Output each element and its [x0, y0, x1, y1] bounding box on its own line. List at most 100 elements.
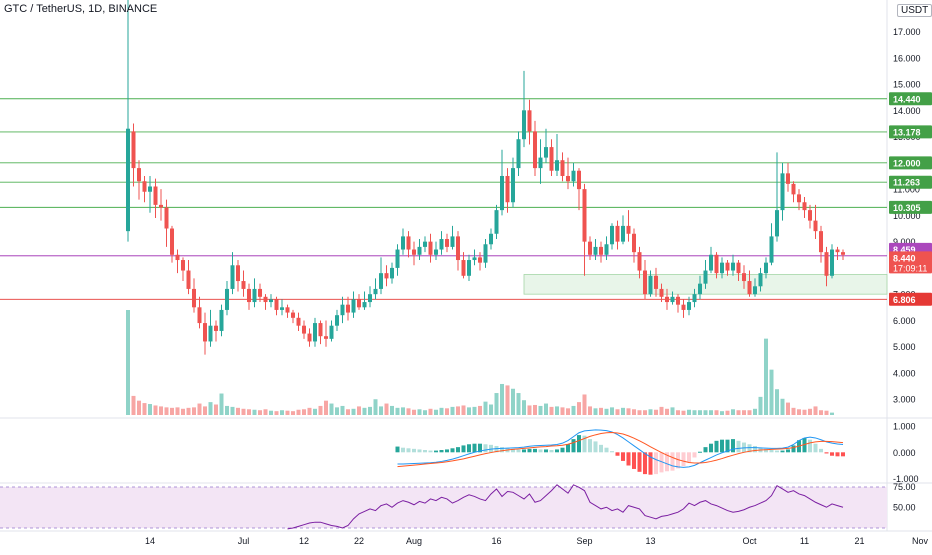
macd-histogram-bar [813, 443, 818, 453]
volume-bar [346, 409, 350, 415]
volume-bar [445, 408, 449, 415]
volume-bar [516, 393, 521, 415]
candle-body [648, 275, 653, 295]
rsi-tick-label: 75.00 [893, 482, 916, 492]
macd-histogram-bar [461, 445, 466, 453]
macd-histogram-bar [802, 437, 807, 453]
candle-body [494, 210, 499, 234]
price-label-last: 8.440 [893, 253, 916, 263]
candle-body [208, 325, 213, 342]
candle-body [236, 265, 240, 282]
volume-bar [698, 410, 702, 415]
candle-body [511, 168, 515, 203]
candle-body [126, 128, 130, 232]
price-label-box-support [889, 125, 932, 139]
volume-bar [406, 408, 411, 415]
volume-bar [533, 404, 537, 415]
candle-body [401, 236, 405, 250]
volume-bar [197, 403, 202, 415]
volume-bar [813, 406, 818, 415]
volume-bar [764, 338, 768, 415]
candle-body [665, 296, 669, 303]
macd-histogram-bar [753, 445, 757, 453]
candle-body [830, 249, 834, 276]
volume-bar [318, 405, 323, 415]
price-tick-label: 14.000 [893, 106, 921, 116]
candle-body [527, 110, 532, 132]
candle-body [412, 249, 416, 255]
volume-bar [428, 408, 433, 415]
volume-bar [362, 407, 367, 415]
candle-body [445, 239, 449, 247]
candle-body [395, 249, 400, 268]
candle-body [808, 210, 812, 221]
candle-body [307, 333, 312, 342]
candle-body [698, 283, 702, 295]
volume-bar [692, 410, 697, 415]
candle-body [500, 175, 504, 211]
time-tick-label: Nov [912, 536, 929, 546]
candle-body [417, 246, 422, 255]
candle-body [170, 228, 174, 255]
price-label-red: 6.806 [893, 295, 916, 305]
currency-unit-button[interactable]: USDT [897, 4, 932, 17]
volume-bar [434, 409, 438, 415]
volume-bar [676, 410, 680, 415]
macd-histogram-bar [412, 448, 416, 453]
volume-bar [555, 406, 559, 415]
volume-bar [357, 406, 361, 415]
candle-body [560, 160, 565, 176]
macd-line [397, 429, 844, 468]
macd-histogram-bar [544, 449, 548, 453]
candle-body [252, 288, 257, 303]
macd-histogram-bar [835, 452, 840, 457]
volume-bar [467, 407, 471, 415]
price-tick-label: 11.000 [893, 185, 920, 195]
macd-histogram-bar [599, 444, 603, 453]
macd-histogram-bar [434, 450, 438, 453]
candle-body [329, 325, 334, 339]
macd-histogram-bar [709, 443, 713, 453]
price-label-support: 10.305 [893, 203, 921, 213]
volume-bar [560, 407, 565, 415]
candle-body [379, 273, 383, 289]
candle-body [610, 225, 614, 245]
macd-histogram-bar [626, 452, 631, 466]
price-label-box-support [889, 200, 932, 214]
macd-histogram-bar [522, 449, 526, 453]
candle-body [753, 286, 757, 295]
candle-body [225, 288, 229, 310]
candle-body [478, 257, 482, 263]
candle-body [450, 236, 455, 247]
macd-histogram-bar [692, 452, 697, 458]
macd-histogram-bar [670, 452, 675, 471]
macd-histogram-bar [450, 448, 455, 453]
price-label-box-last [889, 251, 932, 274]
volume-bar [208, 402, 213, 415]
volume-bar [522, 400, 526, 415]
price-tick-label: 5.000 [893, 342, 916, 352]
volume-bar [450, 406, 455, 415]
volume-bar [203, 406, 207, 415]
candle-body [335, 315, 339, 326]
candle-body [285, 307, 290, 313]
volume-bar [791, 407, 796, 415]
volume-bar [824, 410, 829, 415]
volume-bar [786, 402, 790, 415]
candle-body [687, 302, 691, 310]
volume-bar [566, 408, 570, 415]
candle-body [582, 189, 587, 242]
candle-body [181, 260, 185, 271]
candle-body [505, 175, 510, 203]
volume-bar [780, 398, 785, 415]
macd-histogram-bar [582, 435, 587, 453]
volume-bar [703, 410, 708, 415]
price-label-support: 11.263 [893, 178, 920, 188]
macd-histogram-bar [560, 447, 565, 453]
candle-body [368, 294, 372, 303]
macd-histogram-bar [615, 452, 620, 456]
candle-body [390, 267, 394, 279]
macd-histogram-bar [676, 452, 680, 469]
candle-body [203, 323, 207, 342]
